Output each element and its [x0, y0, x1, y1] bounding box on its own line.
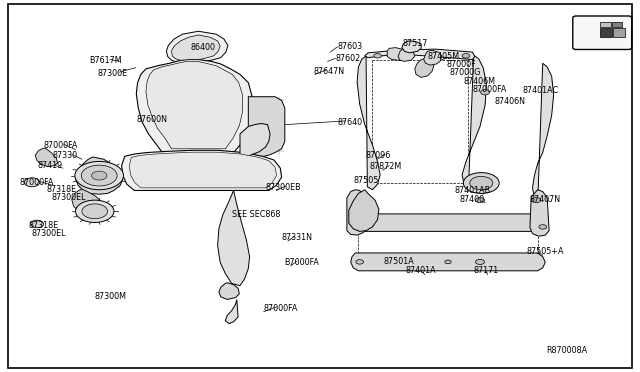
Polygon shape — [219, 283, 239, 299]
Text: 87000FA: 87000FA — [264, 304, 298, 312]
Polygon shape — [402, 41, 421, 53]
Circle shape — [374, 54, 381, 58]
Text: 87000G: 87000G — [450, 68, 481, 77]
Text: 87872M: 87872M — [370, 162, 402, 171]
Text: 87300EB: 87300EB — [266, 183, 301, 192]
Circle shape — [463, 173, 499, 193]
Polygon shape — [356, 214, 544, 231]
Circle shape — [356, 260, 364, 264]
Circle shape — [82, 204, 108, 219]
FancyBboxPatch shape — [573, 16, 632, 49]
Bar — [600, 22, 611, 27]
Text: 87407N: 87407N — [530, 195, 561, 204]
Circle shape — [532, 198, 541, 203]
Bar — [600, 28, 612, 37]
Polygon shape — [225, 299, 238, 324]
Text: 87406M: 87406M — [463, 77, 495, 86]
Bar — [612, 22, 622, 27]
Polygon shape — [166, 31, 228, 62]
Text: 87401A: 87401A — [405, 266, 436, 275]
Text: 87300M: 87300M — [95, 292, 127, 301]
Polygon shape — [146, 61, 243, 149]
Circle shape — [470, 176, 493, 190]
Text: 87300E: 87300E — [97, 69, 127, 78]
Polygon shape — [532, 63, 554, 206]
Circle shape — [476, 259, 484, 264]
Text: 87000FA: 87000FA — [44, 141, 78, 150]
Text: 87300EL: 87300EL — [32, 229, 67, 238]
Circle shape — [476, 198, 484, 203]
Text: 87406N: 87406N — [495, 97, 525, 106]
Polygon shape — [248, 97, 285, 157]
Text: 87096: 87096 — [365, 151, 390, 160]
Polygon shape — [415, 59, 434, 77]
Bar — [613, 28, 625, 37]
Text: R870008A: R870008A — [547, 346, 588, 355]
Polygon shape — [424, 50, 442, 65]
Circle shape — [76, 200, 114, 222]
Polygon shape — [172, 35, 220, 60]
Text: 87602: 87602 — [335, 54, 360, 63]
Text: 87647N: 87647N — [314, 67, 345, 76]
Polygon shape — [365, 49, 475, 60]
Text: 87501A: 87501A — [384, 257, 415, 266]
Polygon shape — [357, 56, 380, 190]
Polygon shape — [349, 190, 379, 231]
Circle shape — [481, 90, 490, 95]
Text: SEE SEC868: SEE SEC868 — [232, 210, 280, 219]
Polygon shape — [218, 190, 250, 286]
Text: 87300EL: 87300EL — [51, 193, 86, 202]
Text: 87318E: 87318E — [28, 221, 58, 230]
Text: 87603: 87603 — [337, 42, 362, 51]
Text: B7617M: B7617M — [90, 56, 122, 65]
Polygon shape — [351, 253, 545, 271]
Text: 87000FA: 87000FA — [19, 178, 54, 187]
Circle shape — [24, 178, 40, 187]
Circle shape — [92, 171, 107, 180]
Text: 87331N: 87331N — [282, 233, 312, 242]
Text: 87330: 87330 — [52, 151, 77, 160]
Polygon shape — [136, 60, 252, 156]
Polygon shape — [72, 190, 102, 217]
Text: B7000FA: B7000FA — [284, 258, 319, 267]
Text: 87405M: 87405M — [428, 52, 460, 61]
Text: 87000FA: 87000FA — [472, 85, 507, 94]
Polygon shape — [129, 152, 276, 188]
Text: 87400: 87400 — [460, 195, 484, 204]
Text: 87318E: 87318E — [46, 185, 76, 194]
Text: 87640: 87640 — [337, 118, 362, 126]
Polygon shape — [240, 124, 270, 156]
Text: 87401AC: 87401AC — [522, 86, 558, 95]
Text: 87505: 87505 — [354, 176, 380, 185]
Text: 87419: 87419 — [37, 161, 62, 170]
Polygon shape — [387, 48, 408, 60]
Circle shape — [31, 220, 44, 228]
Circle shape — [75, 161, 124, 190]
Text: 87517: 87517 — [403, 39, 428, 48]
Text: 87401AB: 87401AB — [454, 186, 490, 195]
Circle shape — [445, 260, 451, 264]
Polygon shape — [35, 148, 58, 167]
Circle shape — [81, 165, 117, 186]
Text: 87600N: 87600N — [136, 115, 167, 124]
Text: 87505+A: 87505+A — [526, 247, 564, 256]
Polygon shape — [347, 190, 366, 235]
Text: 86400: 86400 — [191, 43, 216, 52]
Polygon shape — [122, 150, 282, 190]
Text: 87000F: 87000F — [447, 60, 476, 69]
Polygon shape — [76, 157, 123, 194]
Polygon shape — [530, 190, 549, 236]
Circle shape — [539, 225, 547, 229]
Circle shape — [462, 54, 470, 58]
Polygon shape — [398, 48, 415, 61]
Polygon shape — [462, 55, 486, 189]
Text: 87171: 87171 — [474, 266, 499, 275]
